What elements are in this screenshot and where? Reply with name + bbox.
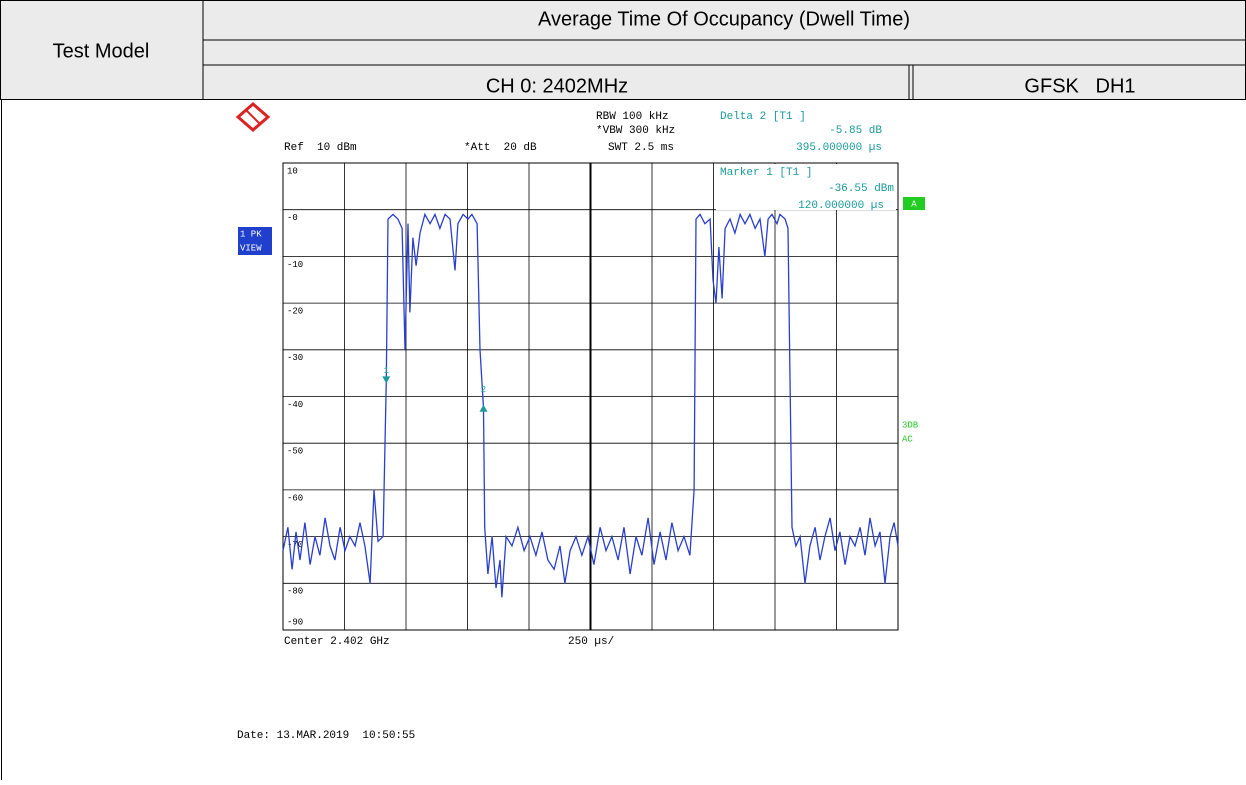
att: *Att 20 dB <box>464 142 537 154</box>
marker-title: Marker 1 [T1 ] <box>720 167 812 179</box>
y-tick-label: -20 <box>287 306 303 316</box>
swt: SWT 2.5 ms <box>608 142 674 154</box>
y-tick-label: -10 <box>287 260 303 270</box>
delta-time: 395.000000 µs <box>796 142 882 154</box>
a-box-text: A <box>911 199 917 209</box>
delta-title: Delta 2 [T1 ] <box>720 111 806 123</box>
marker-label: 1 <box>384 366 389 376</box>
y-tick-label: -50 <box>287 447 303 457</box>
logo <box>238 104 268 130</box>
rbw: RBW 100 kHz <box>596 111 669 123</box>
side-note: 3DB <box>902 420 919 430</box>
delta-level: -5.85 dB <box>829 125 882 137</box>
marker-time: 120.000000 µs <box>798 200 884 212</box>
marker-level: -36.55 dBm <box>828 183 894 195</box>
span: 250 µs/ <box>568 636 614 648</box>
marker-label: 2 <box>481 385 486 395</box>
y-tick-label: -30 <box>287 353 303 363</box>
center: Center 2.402 GHz <box>284 636 390 648</box>
y-tick-label: -80 <box>287 587 303 597</box>
ref: Ref 10 dBm <box>284 142 357 154</box>
trace-box-line: 1 PK <box>240 229 262 239</box>
y-tick-label: -60 <box>287 493 303 503</box>
y-tick-label: -90 <box>287 617 303 627</box>
trace-box-line: VIEW <box>240 243 262 253</box>
side-note: AC <box>902 434 913 444</box>
y-tick-label: -0 <box>287 213 298 223</box>
header-mode: GFSK DH1 <box>1024 75 1135 97</box>
y-tick-label: -40 <box>287 400 303 410</box>
header-left: Test Model <box>53 40 150 62</box>
vbw: *VBW 300 kHz <box>596 125 675 137</box>
date: Date: 13.MAR.2019 10:50:55 <box>237 730 415 742</box>
header-channel: CH 0: 2402MHz <box>486 75 628 97</box>
marker-info: Marker 1 [T1 ] -36.55 dBm 120.000000 µs <box>716 164 896 212</box>
header-title: Average Time Of Occupancy (Dwell Time) <box>538 8 910 30</box>
y-tick-label: 10 <box>287 166 298 176</box>
